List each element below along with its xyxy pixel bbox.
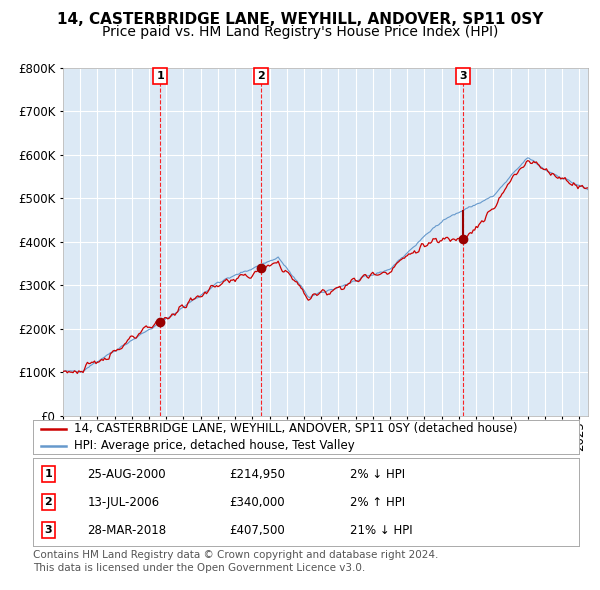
Text: 25-AUG-2000: 25-AUG-2000 [88,468,166,481]
Text: 3: 3 [459,71,467,81]
Text: 21% ↓ HPI: 21% ↓ HPI [350,523,412,536]
Text: 2: 2 [257,71,265,81]
Text: 3: 3 [44,525,52,535]
Text: HPI: Average price, detached house, Test Valley: HPI: Average price, detached house, Test… [74,439,355,453]
Text: £407,500: £407,500 [230,523,286,536]
Text: Price paid vs. HM Land Registry's House Price Index (HPI): Price paid vs. HM Land Registry's House … [102,25,498,40]
Text: Contains HM Land Registry data © Crown copyright and database right 2024.: Contains HM Land Registry data © Crown c… [33,550,439,560]
Text: 2% ↓ HPI: 2% ↓ HPI [350,468,405,481]
Text: 1: 1 [157,71,164,81]
Text: 13-JUL-2006: 13-JUL-2006 [88,496,160,509]
Text: 28-MAR-2018: 28-MAR-2018 [88,523,167,536]
Text: This data is licensed under the Open Government Licence v3.0.: This data is licensed under the Open Gov… [33,563,365,573]
Text: 2: 2 [44,497,52,507]
Text: £214,950: £214,950 [230,468,286,481]
Text: 2% ↑ HPI: 2% ↑ HPI [350,496,405,509]
Text: 14, CASTERBRIDGE LANE, WEYHILL, ANDOVER, SP11 0SY (detached house): 14, CASTERBRIDGE LANE, WEYHILL, ANDOVER,… [74,422,517,435]
Text: 1: 1 [44,469,52,479]
Text: 14, CASTERBRIDGE LANE, WEYHILL, ANDOVER, SP11 0SY: 14, CASTERBRIDGE LANE, WEYHILL, ANDOVER,… [57,12,543,27]
Text: £340,000: £340,000 [230,496,285,509]
